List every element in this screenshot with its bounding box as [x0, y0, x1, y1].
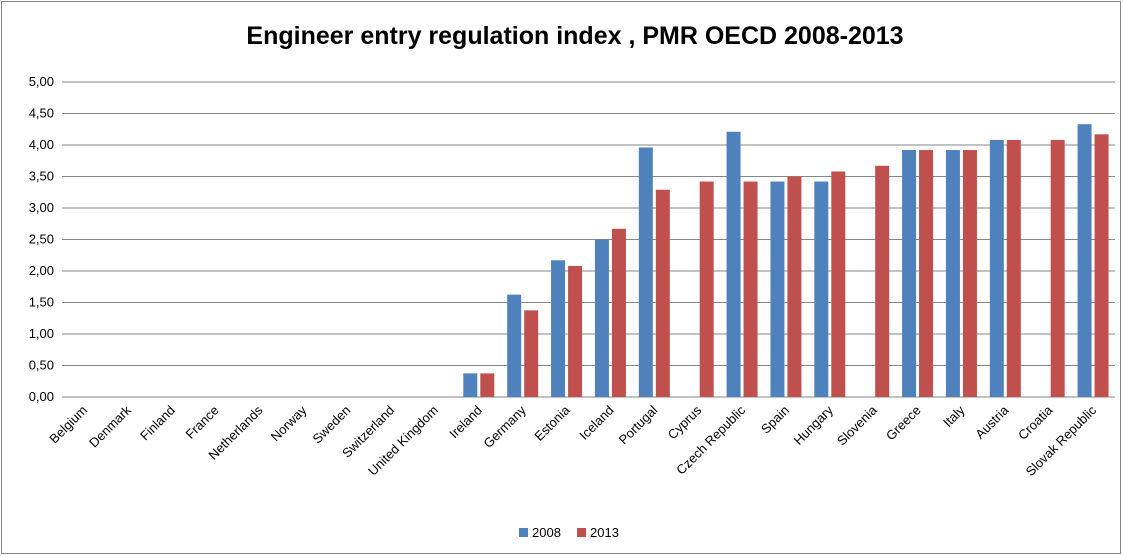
legend-label: 2008	[532, 525, 561, 540]
bar	[787, 176, 802, 397]
bar	[699, 181, 714, 397]
bar	[655, 189, 670, 397]
bar	[1050, 139, 1065, 397]
legend-swatch	[519, 528, 528, 537]
bar	[919, 150, 934, 397]
bar	[989, 139, 1004, 397]
y-tick-label: 2,50	[29, 232, 54, 247]
y-tick-label: 4,50	[29, 106, 54, 121]
bar	[594, 239, 609, 397]
bar	[726, 131, 741, 397]
y-tick-label: 0,50	[29, 358, 54, 373]
bar	[1077, 124, 1092, 398]
bar	[743, 181, 758, 397]
legend-label: 2013	[590, 525, 619, 540]
y-tick-label: 2,00	[29, 263, 54, 278]
bar	[507, 294, 522, 397]
bar	[463, 373, 478, 397]
bar	[875, 165, 890, 397]
y-tick-label: 4,00	[29, 137, 54, 152]
y-tick-label: 3,50	[29, 169, 54, 184]
bar	[1094, 134, 1109, 398]
bar	[770, 181, 785, 397]
bar	[611, 228, 626, 397]
bar	[480, 373, 495, 397]
bar	[568, 265, 583, 397]
y-tick-label: 5,00	[29, 74, 54, 89]
bar	[524, 310, 539, 397]
y-tick-label: 0,00	[29, 389, 54, 404]
y-tick-label: 1,00	[29, 326, 54, 341]
bar	[831, 171, 846, 397]
bar	[945, 150, 960, 397]
y-tick-label: 3,00	[29, 200, 54, 215]
bar	[902, 150, 917, 397]
bar	[551, 260, 566, 397]
y-tick-label: 1,50	[29, 295, 54, 310]
legend-swatch	[577, 528, 586, 537]
chart-title: Engineer entry regulation index , PMR OE…	[246, 22, 903, 50]
bar	[638, 147, 653, 397]
bar	[814, 181, 829, 397]
bar	[962, 150, 977, 397]
bar	[1006, 139, 1021, 397]
